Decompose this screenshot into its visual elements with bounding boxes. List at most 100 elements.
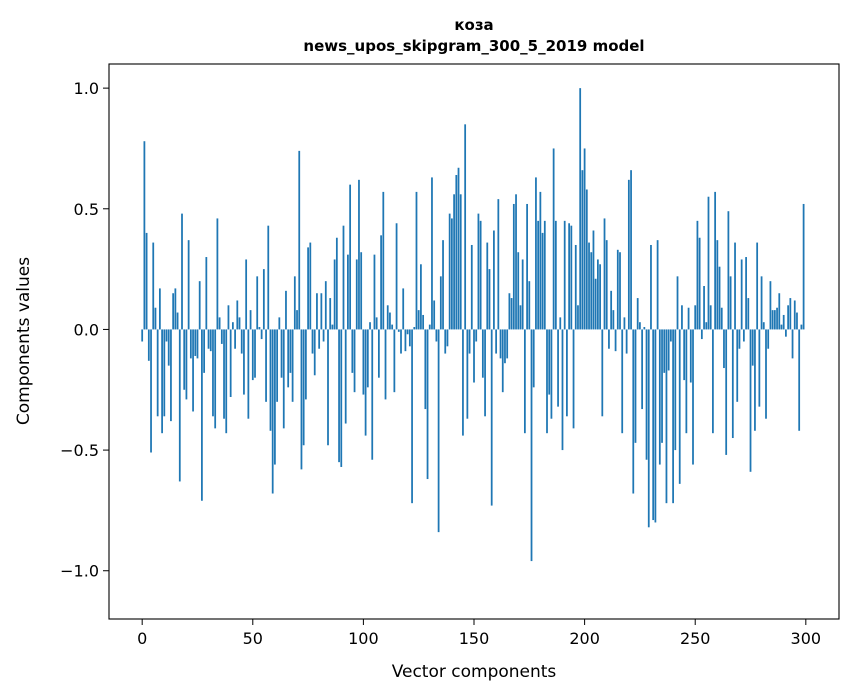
bar (212, 329, 214, 417)
bar (229, 329, 232, 397)
bar (782, 314, 785, 330)
bar (342, 225, 345, 330)
bar (225, 329, 228, 434)
bar (665, 329, 668, 504)
bar (278, 317, 281, 330)
bar (740, 259, 743, 330)
bar (802, 203, 805, 330)
bar (643, 327, 646, 330)
bar (446, 329, 449, 347)
bar (373, 254, 376, 330)
bar (577, 305, 579, 330)
bar (220, 329, 223, 344)
bar (322, 329, 325, 342)
bar (512, 203, 515, 330)
bar (254, 329, 256, 378)
bar (340, 329, 343, 467)
chart-subtitle: news_upos_skipgram_300_5_2019 model (303, 37, 644, 55)
bar (639, 322, 641, 330)
bar (632, 329, 635, 494)
bar (178, 329, 181, 482)
bar (358, 179, 360, 330)
x-tick-label: 100 (348, 629, 379, 648)
bar (404, 329, 407, 352)
bar (566, 329, 568, 417)
bar (185, 329, 188, 400)
bar (450, 218, 453, 330)
bar (526, 203, 528, 330)
bar (291, 329, 294, 402)
bar (488, 269, 491, 330)
bar (298, 150, 301, 330)
bar (459, 194, 462, 330)
bar (663, 329, 666, 373)
bar (493, 230, 495, 330)
bar (645, 329, 648, 460)
bar (623, 317, 626, 330)
bar (296, 310, 298, 330)
bar (172, 293, 175, 330)
bar (568, 223, 571, 330)
bar (561, 329, 564, 451)
bar (364, 329, 367, 436)
bar (716, 240, 719, 330)
bar (583, 148, 586, 330)
bar (318, 329, 321, 349)
bar (466, 329, 469, 419)
bar (734, 242, 736, 330)
bar (508, 293, 511, 330)
bar (619, 252, 621, 330)
bar (552, 148, 555, 330)
bar (678, 329, 681, 484)
bar (747, 298, 750, 330)
bar (156, 329, 159, 417)
bar (415, 191, 418, 330)
bar (309, 242, 312, 330)
x-axis-label: Vector components (392, 662, 557, 682)
bar (194, 329, 197, 356)
bar (504, 329, 506, 364)
bar (274, 329, 276, 465)
bar (495, 329, 498, 354)
bar (362, 329, 365, 395)
bar (289, 329, 292, 373)
bar (435, 329, 438, 342)
bar (444, 329, 447, 354)
bar (685, 329, 688, 434)
bar (209, 329, 212, 352)
x-tick-label: 200 (569, 629, 600, 648)
y-axis-ticks: −1.0 −0.5 0.0 0.5 1.0 (60, 79, 109, 581)
y-tick-label: −0.5 (60, 441, 99, 460)
bar (360, 252, 363, 330)
bar (453, 194, 455, 330)
bar (736, 329, 739, 402)
bar (316, 293, 318, 330)
bar (530, 329, 533, 562)
bar (218, 317, 221, 330)
bar (714, 191, 717, 330)
y-axis-label: Components values (14, 257, 34, 425)
bar (426, 329, 429, 480)
x-axis-ticks: 0 50 100 150 200 250 300 (137, 619, 821, 648)
bar (300, 329, 303, 470)
bar (499, 329, 502, 359)
bar (167, 329, 170, 366)
y-tick-label: 1.0 (74, 79, 99, 98)
bar (694, 305, 697, 330)
bar (754, 329, 756, 431)
bar (683, 329, 686, 381)
bar (240, 329, 243, 354)
bar (729, 276, 732, 330)
bar (700, 329, 703, 340)
bar (596, 259, 599, 330)
x-tick-label: 0 (137, 629, 147, 648)
bar (718, 266, 721, 330)
bar (773, 310, 776, 330)
bar (543, 220, 546, 330)
bar (269, 329, 272, 431)
bar (231, 322, 234, 330)
bar (351, 329, 354, 373)
bar (548, 329, 551, 395)
bar (745, 257, 747, 330)
